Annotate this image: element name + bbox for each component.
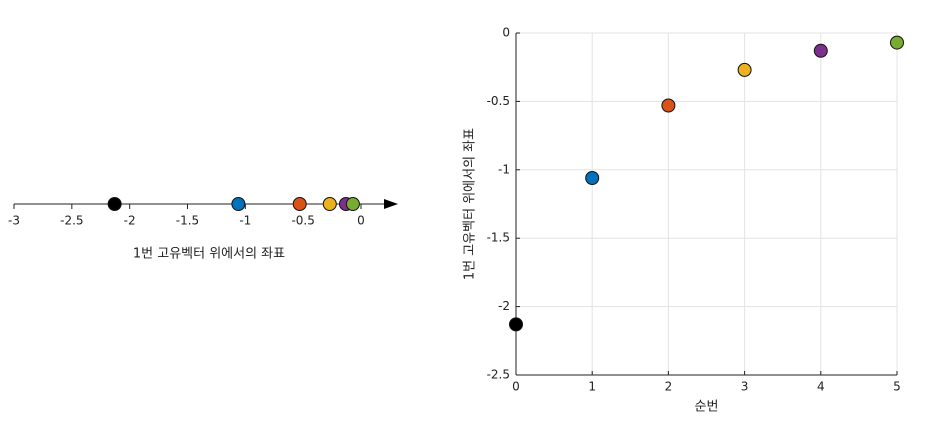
x-axis-label: 1번 고유벡터 위에서의 좌표 (133, 247, 285, 262)
x-tick-label: -1.5 (176, 214, 199, 228)
x-tick-label: 5 (893, 380, 901, 394)
y-tick-label: -2 (498, 299, 510, 313)
x-tick-label: 0 (357, 214, 365, 228)
x-tick-label: 2 (665, 380, 673, 394)
axis-arrow (384, 199, 398, 209)
x-tick-label: -3 (8, 214, 20, 228)
x-tick-label: 4 (817, 380, 825, 394)
point (737, 62, 752, 77)
y-tick-label: -1 (498, 162, 510, 176)
x-tick-label: 3 (741, 380, 749, 394)
point (585, 171, 600, 186)
point (107, 197, 122, 211)
point (661, 98, 676, 113)
x-tick-label: -2.5 (60, 214, 83, 228)
y-tick-label: -1.5 (487, 231, 510, 245)
point (292, 197, 307, 211)
y-tick-label: -2.5 (487, 368, 510, 382)
y-tick-label: -0.5 (487, 94, 510, 108)
point (813, 43, 828, 58)
x-axis-label: 순번 (695, 400, 719, 415)
x-tick-label: -0.5 (291, 214, 314, 228)
y-axis-label: 1번 고유벡터 위에서의 좌표 (463, 128, 478, 280)
point (890, 35, 904, 50)
y-tick-label: 0 (502, 26, 510, 40)
x-tick-label: -1 (239, 214, 251, 228)
x-tick-label: -2 (124, 214, 136, 228)
x-tick-label: 0 (512, 380, 520, 394)
point (231, 197, 246, 211)
point (345, 197, 360, 211)
point (509, 317, 523, 332)
point (322, 197, 337, 211)
x-tick-label: 1 (588, 380, 596, 394)
